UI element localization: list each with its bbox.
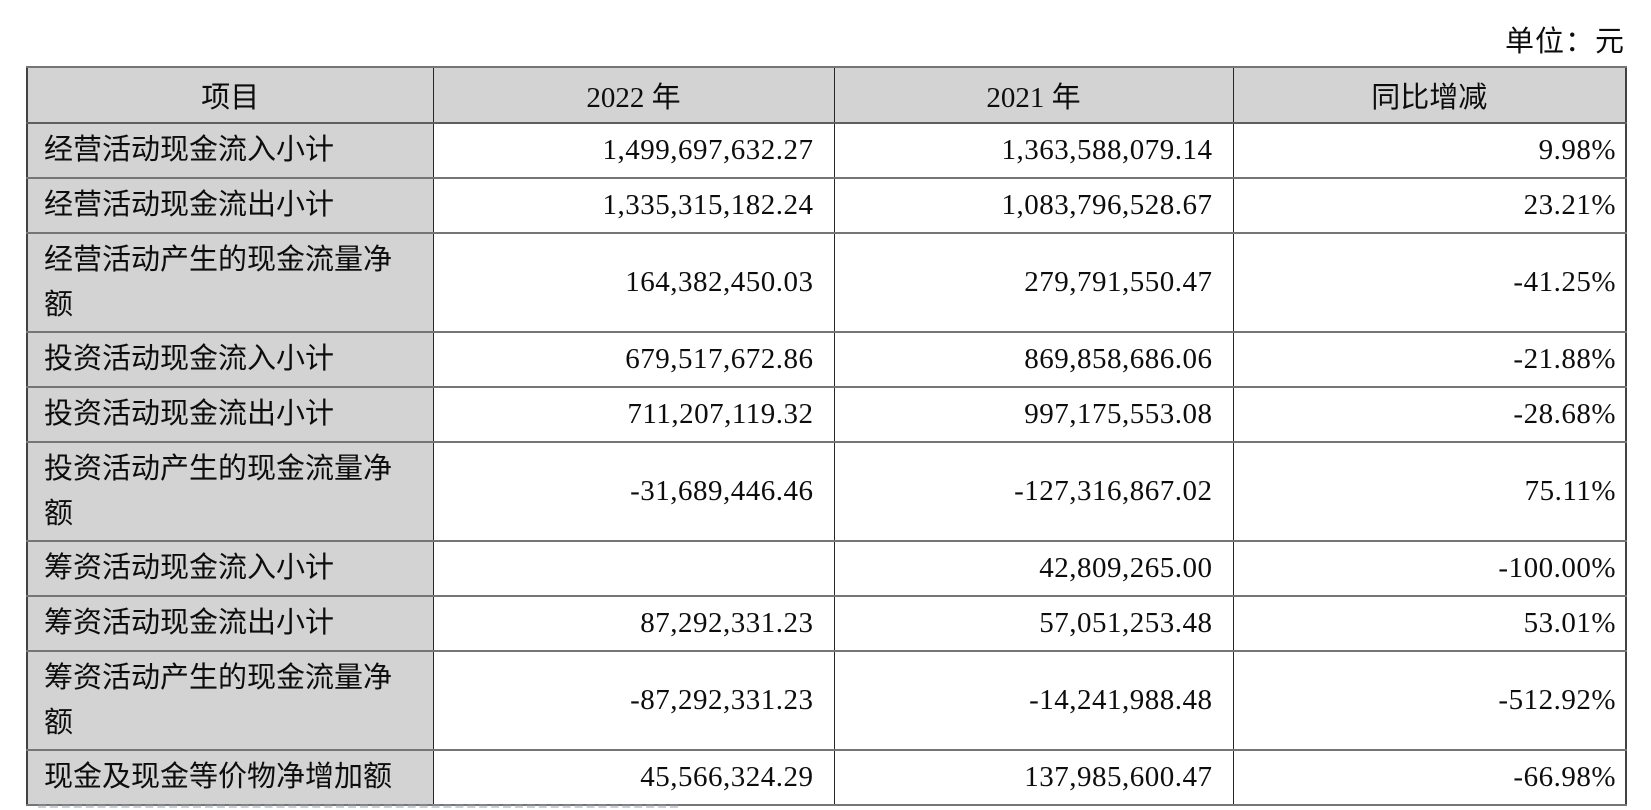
yoy-cell: -21.88%	[1232, 331, 1627, 388]
value-2022-cell: 1,335,315,182.24	[432, 177, 835, 234]
value-2021-cell: -14,241,988.48	[833, 650, 1234, 751]
table-row: 经营活动现金流入小计 1,499,697,632.27 1,363,588,07…	[26, 122, 1627, 179]
header-yoy: 同比增减	[1232, 66, 1627, 124]
value-2022-cell: -31,689,446.46	[432, 441, 835, 542]
item-cell: 经营活动现金流入小计	[26, 122, 434, 179]
value-2021-cell: 997,175,553.08	[833, 386, 1234, 443]
value-2021-cell: 869,858,686.06	[833, 331, 1234, 388]
value-2022-cell: -87,292,331.23	[432, 650, 835, 751]
table-row: 筹资活动产生的现金流量净额 -87,292,331.23 -14,241,988…	[26, 650, 1627, 751]
value-2021-cell: 1,083,796,528.67	[833, 177, 1234, 234]
item-cell: 投资活动现金流入小计	[26, 331, 434, 388]
table-row: 投资活动产生的现金流量净额 -31,689,446.46 -127,316,86…	[26, 441, 1627, 542]
yoy-cell: 75.11%	[1232, 441, 1627, 542]
table-header-row: 项目 2022 年 2021 年 同比增减	[26, 66, 1627, 124]
yoy-cell: 53.01%	[1232, 595, 1627, 652]
header-2022: 2022 年	[432, 66, 835, 124]
yoy-cell: -100.00%	[1232, 540, 1627, 597]
value-2022-cell: 45,566,324.29	[432, 749, 835, 806]
value-2021-cell: 137,985,600.47	[833, 749, 1234, 806]
table-row: 投资活动现金流入小计 679,517,672.86 869,858,686.06…	[26, 331, 1627, 388]
item-cell: 现金及现金等价物净增加额	[26, 749, 434, 806]
unit-label: 单位：元	[1504, 26, 1625, 58]
yoy-cell: 23.21%	[1232, 177, 1627, 234]
table-row: 投资活动现金流出小计 711,207,119.32 997,175,553.08…	[26, 386, 1627, 443]
item-cell: 筹资活动现金流入小计	[26, 540, 434, 597]
item-cell: 投资活动产生的现金流量净额	[26, 441, 434, 542]
value-2021-cell: 57,051,253.48	[833, 595, 1234, 652]
item-cell: 经营活动产生的现金流量净额	[26, 232, 434, 333]
value-2021-cell: -127,316,867.02	[833, 441, 1234, 542]
value-2022-cell	[432, 540, 835, 597]
cash-flow-table: 项目 2022 年 2021 年 同比增减 经营活动现金流入小计 1,499,6…	[26, 66, 1627, 806]
yoy-cell: -28.68%	[1232, 386, 1627, 443]
value-2022-cell: 1,499,697,632.27	[432, 122, 835, 179]
value-2022-cell: 679,517,672.86	[432, 331, 835, 388]
value-2021-cell: 42,809,265.00	[833, 540, 1234, 597]
value-2022-cell: 87,292,331.23	[432, 595, 835, 652]
yoy-cell: -512.92%	[1232, 650, 1627, 751]
header-item: 项目	[26, 66, 434, 124]
header-2021: 2021 年	[833, 66, 1234, 124]
table-row: 现金及现金等价物净增加额 45,566,324.29 137,985,600.4…	[26, 749, 1627, 806]
item-cell: 经营活动现金流出小计	[26, 177, 434, 234]
table-row: 筹资活动现金流入小计 42,809,265.00 -100.00%	[26, 540, 1627, 597]
value-2021-cell: 1,363,588,079.14	[833, 122, 1234, 179]
table-row: 经营活动现金流出小计 1,335,315,182.24 1,083,796,52…	[26, 177, 1627, 234]
value-2022-cell: 711,207,119.32	[432, 386, 835, 443]
yoy-cell: -66.98%	[1232, 749, 1627, 806]
item-cell: 筹资活动现金流出小计	[26, 595, 434, 652]
value-2022-cell: 164,382,450.03	[432, 232, 835, 333]
item-cell: 筹资活动产生的现金流量净额	[26, 650, 434, 751]
table-row: 经营活动产生的现金流量净额 164,382,450.03 279,791,550…	[26, 232, 1627, 333]
yoy-cell: 9.98%	[1232, 122, 1627, 179]
item-cell: 投资活动现金流出小计	[26, 386, 434, 443]
table-row: 筹资活动现金流出小计 87,292,331.23 57,051,253.48 5…	[26, 595, 1627, 652]
yoy-cell: -41.25%	[1232, 232, 1627, 333]
clipped-text-line	[38, 804, 678, 810]
value-2021-cell: 279,791,550.47	[833, 232, 1234, 333]
